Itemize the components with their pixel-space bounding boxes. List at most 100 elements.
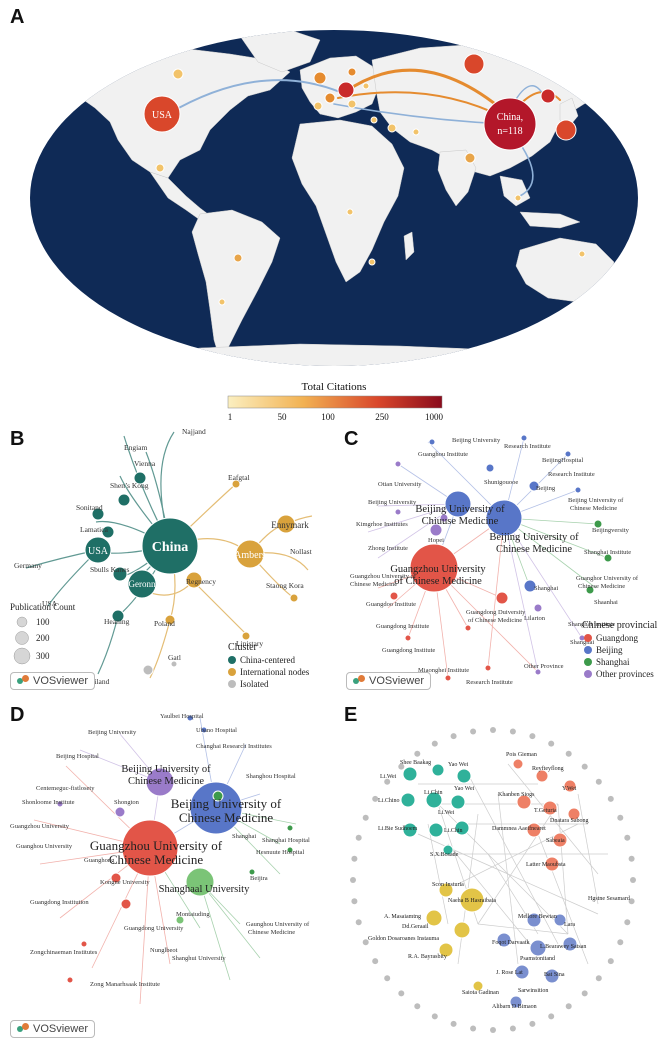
hub-label-d2-line1: Beijing University of (171, 796, 282, 811)
isolated-node (351, 898, 358, 905)
node-e-red (535, 769, 549, 783)
isolated-node (414, 750, 421, 757)
hub-label-c1-line1: Beijing University of (415, 504, 505, 515)
node-c-1 (428, 438, 436, 446)
isolated-node (624, 834, 631, 841)
legend-label-shanghai: Shanghai (596, 657, 630, 667)
node-linistary (241, 631, 251, 641)
node-e-red (516, 794, 532, 810)
arc-europe-china-2 (337, 91, 506, 119)
size-legend-200 (15, 631, 29, 645)
size-legend-label-300: 300 (36, 651, 50, 661)
bubble-australia (578, 250, 586, 258)
arc-usa-europe (167, 79, 341, 115)
citations-colorbar (227, 395, 443, 409)
node-d-6 (120, 898, 132, 910)
isolated-node (384, 778, 391, 785)
node-e-teal (431, 763, 445, 777)
node-label: Naeha B Hasraibaia (448, 898, 496, 904)
node-label: Chinese Medicine (578, 583, 625, 590)
node-e-red (512, 758, 524, 770)
node-label: Gatl (168, 653, 181, 662)
node-c-17 (389, 591, 399, 601)
node-label: Changhai Research Institutes (196, 743, 272, 750)
node-label: Nollast (290, 547, 313, 556)
arc-europe-china-1 (343, 68, 507, 114)
node-label: Li.Wei (438, 810, 455, 816)
node-d-3 (114, 806, 126, 818)
node-label: Other Province (524, 663, 564, 670)
node-e-blue (529, 939, 547, 957)
node-label: Kongne University (100, 879, 150, 886)
land-new-zealand (629, 295, 638, 319)
node-label-usa: USA (88, 546, 109, 557)
bubble-argentina (218, 298, 226, 306)
vosviewer-label: VOSviewer (33, 675, 89, 687)
node-label-ambers: Ambers (234, 550, 266, 561)
isolated-node-ring (350, 727, 636, 1033)
node-label: Guangdong Institute (376, 623, 429, 630)
node-label: Vienna (134, 459, 156, 468)
china-bubble-label-1: China, (497, 112, 523, 123)
node-label: BeijingHospital (542, 457, 583, 464)
node-label: Khanben Siogs (498, 792, 535, 798)
bubble-brazil (233, 253, 243, 263)
isolated-node (372, 958, 379, 965)
node-label: L.Bearawey Satsan (540, 944, 586, 950)
size-legend-title: Publication Count (10, 602, 76, 612)
node-label: Lara (564, 922, 575, 928)
node-label: Shen’s Kong (110, 481, 149, 490)
size-legend-label-200: 200 (36, 633, 50, 643)
node-c-9 (394, 460, 402, 468)
node-label: Hesnuute Hospital (256, 849, 304, 856)
cluster-label-isolated: Isolated (240, 679, 269, 689)
isolated-node (431, 1013, 438, 1020)
isolated-node (630, 877, 636, 883)
cluster-legend-title: Cluster (228, 642, 258, 653)
isolated-node (414, 1003, 421, 1010)
land-greenland (239, 30, 321, 73)
node-label: Shaanhai (594, 599, 618, 606)
node-e-yellow (453, 921, 471, 939)
node-label-geronn: Geronn (129, 579, 156, 589)
node-label: Foqot Darvaatk (492, 940, 530, 946)
isolated-node (628, 855, 635, 862)
node-e-red (567, 807, 581, 821)
node-label: Li.Chin (444, 828, 463, 834)
node-label: Eafgtal (228, 473, 250, 482)
node-ennymark (276, 514, 296, 534)
node-c-19 (464, 624, 472, 632)
node-label: Sarwinsition (518, 988, 548, 994)
bubble-south-africa (368, 258, 376, 266)
node-label: R.A. Bayrasbity (408, 954, 447, 960)
node-label: Zong Manarhsaak Institute (90, 981, 160, 988)
legend-dot-shanghai (584, 658, 592, 666)
cluster-dot-international (228, 668, 236, 676)
isolated-node (350, 877, 356, 883)
node-d-1 (186, 714, 194, 722)
bubble-mexico (155, 163, 165, 173)
isolated-node (450, 733, 457, 740)
node-label: Shunigouooe (484, 479, 518, 486)
isolated-node (565, 1003, 572, 1010)
cluster-label-international: International nodes (240, 667, 310, 677)
node-e-teal (454, 820, 470, 836)
isolated-node (529, 1020, 536, 1027)
node-d-5 (110, 872, 122, 884)
node-d-13 (212, 790, 224, 802)
node-c-16 (495, 591, 509, 605)
node-c-15 (533, 603, 543, 613)
hub-label-d1-line2: Chinese Medicine (128, 776, 204, 787)
isolated-node (509, 1025, 516, 1032)
bubble-korea (540, 88, 556, 104)
node-sbulls (112, 566, 128, 582)
node-usa-hub (84, 536, 112, 564)
node-label: Shanghai (570, 639, 594, 646)
bubble-italy (347, 99, 357, 109)
node-label: S.X.Bosade (430, 852, 459, 858)
node-c-4 (528, 480, 540, 492)
node-label: Ubano Hospital (196, 727, 237, 734)
legend-dot-beijing (584, 646, 592, 654)
node-label: Shanghai Institute (584, 549, 631, 556)
vosviewer-badge-b: VOSviewer (10, 672, 96, 690)
